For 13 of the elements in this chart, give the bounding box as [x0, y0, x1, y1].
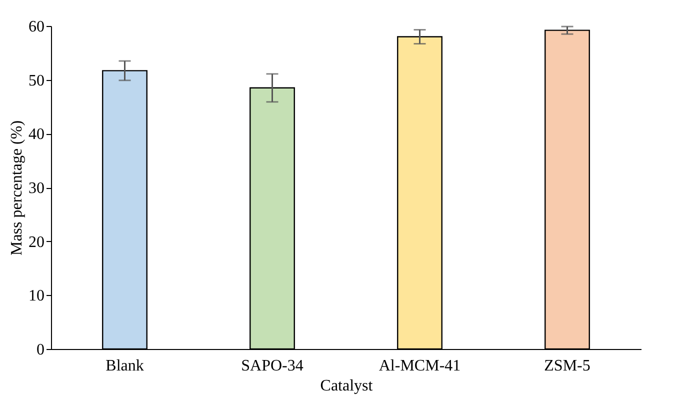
y-tick-label: 50 — [28, 72, 44, 90]
y-tick-label: 40 — [28, 126, 44, 144]
x-tick-label: Blank — [106, 358, 144, 374]
x-tick-label: SAPO-34 — [241, 358, 304, 374]
y-tick-label: 0 — [36, 342, 44, 358]
x-tick-label: ZSM-5 — [544, 358, 590, 374]
y-tick-label: 60 — [28, 18, 44, 36]
y-tick-label: 20 — [28, 234, 44, 251]
y-axis-title: Mass percentage (%) — [8, 120, 26, 256]
x-tick-label: Al-MCM-41 — [378, 358, 461, 374]
x-axis-title: Catalyst — [320, 378, 374, 394]
y-tick-label: 10 — [28, 288, 44, 305]
y-tick-label: 30 — [28, 180, 44, 197]
